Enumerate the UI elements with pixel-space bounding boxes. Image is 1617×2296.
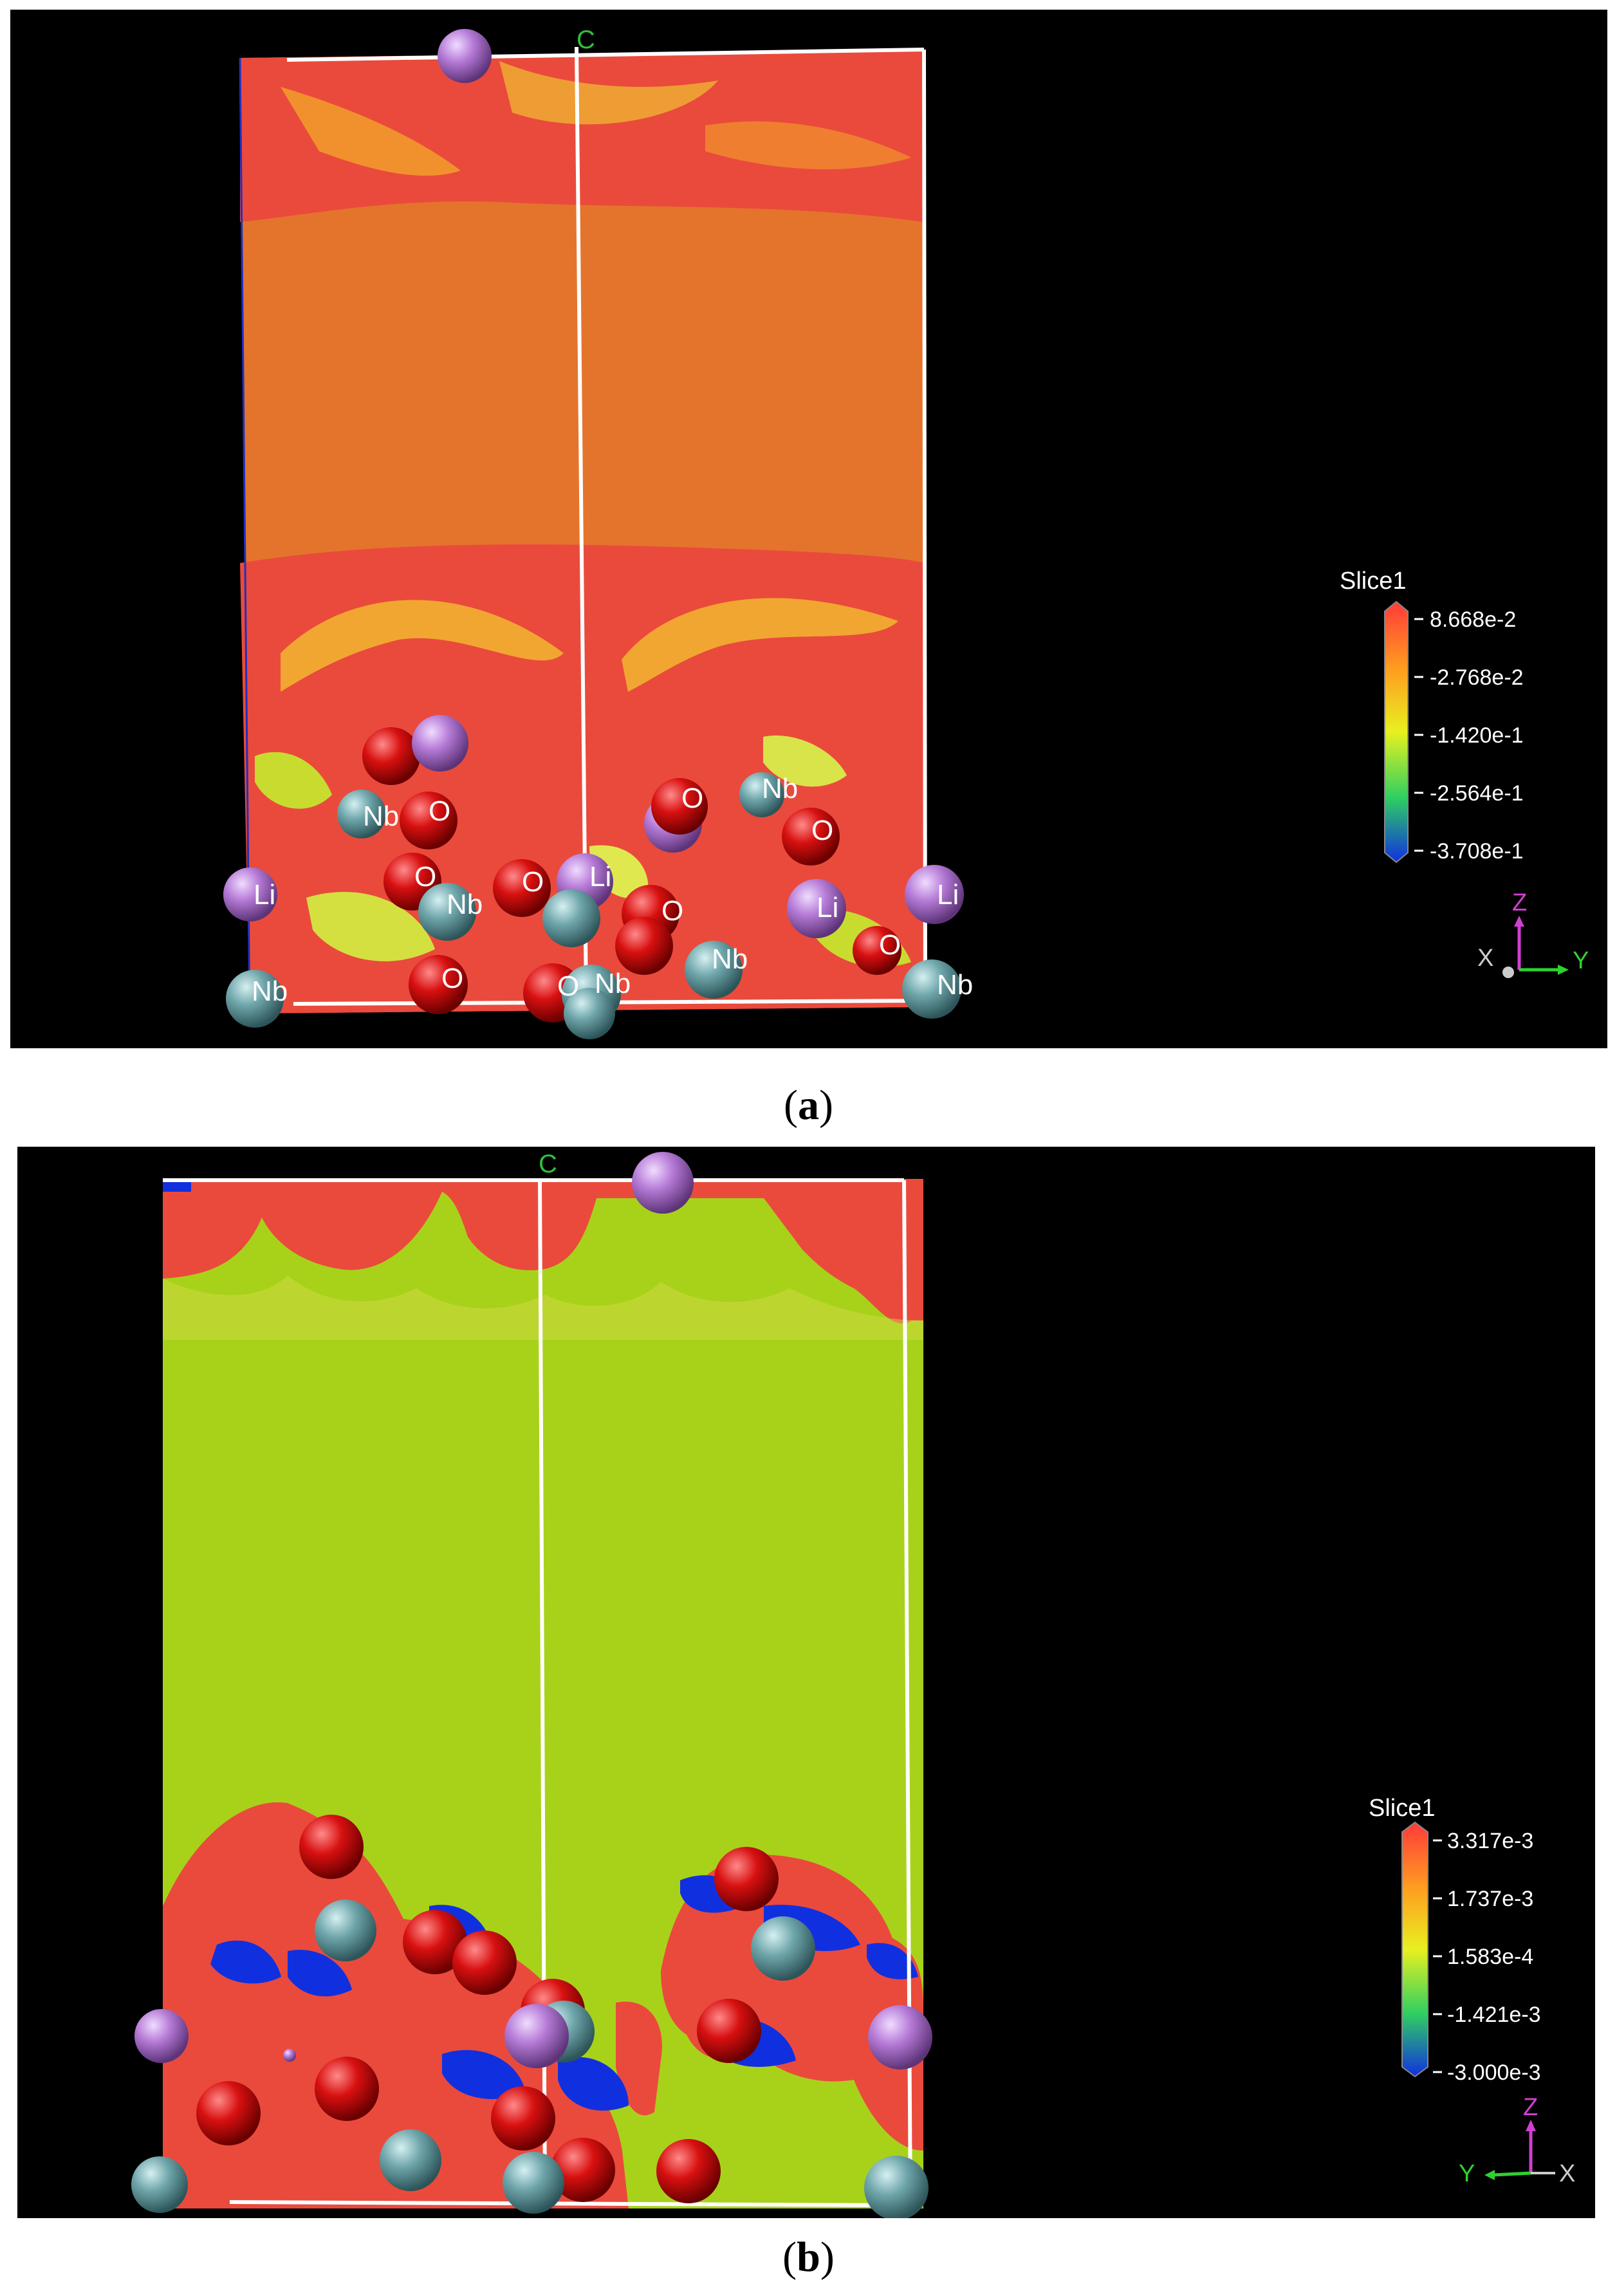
unit-cell-a: [239, 46, 938, 1014]
atom-label: Nb: [447, 889, 483, 920]
atom-label: O: [441, 963, 463, 994]
panel-b-viewport[interactable]: C Slic: [17, 1147, 1595, 2218]
axis-z-label: Z: [1523, 2094, 1538, 2121]
panel-a-scene: C: [223, 26, 1589, 1039]
atom-label: O: [414, 861, 436, 893]
atom-label: Nb: [252, 976, 288, 1007]
legend-tick: 8.668e-2: [1430, 607, 1516, 632]
atom-label: Nb: [762, 773, 798, 804]
atom-label: Li: [937, 879, 959, 911]
atom-label: Nb: [363, 801, 399, 832]
legend-tick: -2.768e-2: [1430, 665, 1524, 690]
axis-triad-b[interactable]: Z Y X: [1459, 2094, 1575, 2187]
panel-a-viewport[interactable]: C: [10, 10, 1607, 1048]
atom-label: Li: [254, 879, 275, 911]
legend-tick: -3.000e-3: [1447, 2060, 1541, 2085]
cell-axis-label-b: C: [539, 1150, 557, 1178]
axis-x-label: X: [1477, 945, 1493, 972]
atom-label: Nb: [937, 969, 973, 1001]
legend-colorbar: [1401, 1821, 1428, 2078]
atom-label: O: [879, 929, 901, 961]
axis-y-label: Y: [1459, 2160, 1475, 2187]
atoms-b[interactable]: [131, 1152, 932, 2218]
legend-tick: -3.708e-1: [1430, 839, 1524, 864]
atom-label: Li: [817, 892, 838, 923]
atom-label: O: [811, 815, 833, 846]
slice-map-b: [163, 1179, 923, 2208]
atom-label: Nb: [595, 968, 631, 999]
axis-y-label: Y: [1573, 947, 1589, 974]
legend-tick: -2.564e-1: [1430, 781, 1524, 806]
axis-z-label: Z: [1512, 889, 1527, 916]
legend-tick: 3.317e-3: [1447, 1829, 1533, 1853]
legend-tick: -1.420e-1: [1430, 723, 1524, 748]
atom-label: Li: [589, 861, 611, 893]
axis-x-label: X: [1559, 2160, 1575, 2187]
atoms-a[interactable]: [223, 29, 964, 1039]
atom-labels-a: Li Nb O O Nb O O Li Nb O O Li O O Nb Nb …: [252, 773, 973, 1007]
legend-title: Slice1: [1369, 1795, 1436, 1822]
atom-label: Nb: [712, 943, 748, 975]
caption-a: (a): [784, 1082, 833, 1129]
atom-label: O: [661, 895, 683, 927]
legend-colorbar: [1384, 600, 1409, 864]
caption-b: (b): [782, 2234, 835, 2281]
cell-axis-label-a: C: [577, 26, 595, 54]
axis-triad-a[interactable]: Z X Y: [1477, 889, 1589, 978]
legend-a: Slice1 8.668e-2 -2.768e-2 -1.420e-1 -2.5…: [1340, 568, 1524, 864]
atom-label: O: [681, 782, 703, 814]
legend-tick: -1.421e-3: [1447, 2003, 1541, 2027]
atom-label: O: [557, 970, 579, 1002]
legend-tick: 1.583e-4: [1447, 1945, 1533, 1969]
legend-b: Slice1 3.317e-3 1.737e-3 1.583e-4 -1.421…: [1369, 1795, 1541, 2085]
legend-tick: 1.737e-3: [1447, 1887, 1533, 1911]
panel-b-scene: C Slic: [131, 1150, 1575, 2218]
legend-title: Slice1: [1340, 568, 1407, 595]
atom-label: O: [429, 795, 450, 827]
atom-label: O: [522, 866, 544, 898]
